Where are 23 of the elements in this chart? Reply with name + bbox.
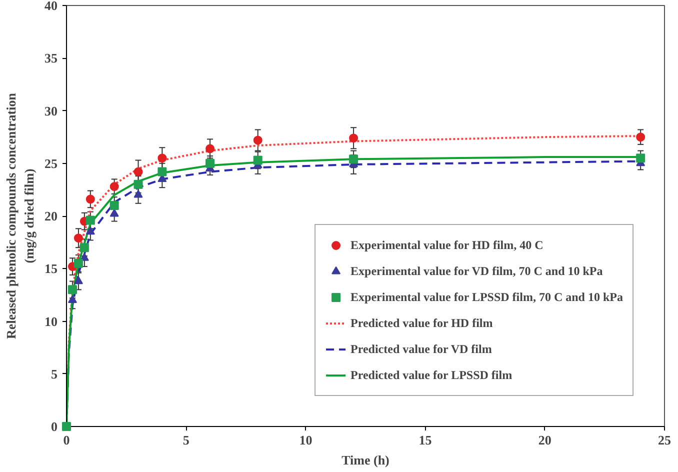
y-tick-label: 30 [44, 103, 58, 118]
y-tick-label: 25 [44, 156, 58, 171]
y-tick-label: 0 [51, 419, 58, 434]
y-tick-label: 35 [44, 50, 58, 66]
legend-label: Predicted value for LPSSD film [350, 368, 512, 382]
x-tick-label: 20 [538, 432, 552, 448]
x-tick-label: 10 [299, 432, 312, 448]
y-tick-label: 5 [51, 366, 58, 382]
x-tick-label: 0 [63, 432, 70, 448]
legend-label: Experimental value for LPSSD film, 70 C and 10 kPa [350, 290, 623, 304]
legend-label: Experimental value for VD film, 70 C and 10 kPa [350, 264, 603, 278]
y-tick-label: 40 [44, 0, 58, 13]
y-axis-title: Released phenolic compounds concentration (mg/g dried film) [4, 92, 36, 339]
x-axis-title: Time (h) [342, 452, 390, 468]
legend-label: Predicted value for HD film [350, 316, 493, 330]
x-tick-label: 5 [182, 432, 190, 448]
y-tick-label: 20 [44, 208, 58, 224]
x-tick-label: 25 [658, 432, 672, 448]
legend-label: Experimental value for HD film, 40 C [350, 238, 544, 252]
legend-label: Predicted value for VD film [350, 342, 492, 356]
x-tick-label: 15 [418, 432, 432, 448]
y-tick-label: 10 [44, 314, 58, 329]
y-tick-label: 15 [44, 261, 58, 276]
